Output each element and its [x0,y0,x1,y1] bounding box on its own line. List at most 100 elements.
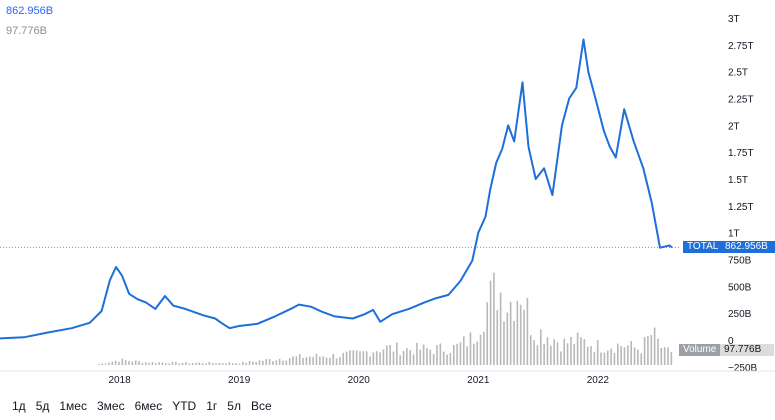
volume-bar [576,332,579,365]
volume-bar [412,354,415,365]
x-tick-label: 2020 [348,375,371,386]
volume-bar [231,363,234,365]
volume-bar [242,361,244,365]
volume-bar [553,339,555,365]
volume-bar [258,360,261,365]
volume-bar [399,355,401,365]
volume-bar [285,360,288,365]
range-3m-button[interactable]: 3мес [96,399,125,413]
volume-bar [660,347,663,365]
volume-bar [630,341,632,365]
volume-bar [298,354,301,365]
y-tick-label: 1.25T [728,202,754,213]
range-1d-button[interactable]: 1д [12,399,26,413]
y-tick-label: 1.5T [728,175,748,186]
range-ytd-button[interactable]: YTD [172,399,197,413]
volume-bar [248,360,251,365]
y-tick-label: 3T [728,14,740,25]
volume-bar [175,361,177,365]
volume-bar [235,363,237,365]
volume-bar [633,347,636,365]
volume-bar [583,339,586,365]
volume-bar [566,343,569,365]
volume-bar [560,351,562,365]
volume-bar [385,345,388,365]
volume-bar [389,344,391,365]
volume-bar [98,364,100,365]
range-6m-button[interactable]: 6мес [134,399,163,413]
y-tick-label: 1.75T [728,148,754,159]
volume-bar [409,349,412,365]
volume-bar [275,360,278,365]
volume-bar [419,349,422,365]
volume-bar [111,361,114,365]
volume-bar [449,352,452,365]
range-5y-button[interactable]: 5л [227,399,241,413]
volume-bar [108,362,110,365]
volume-bar [141,363,144,365]
volume-bar [523,309,525,365]
volume-bar [205,363,207,365]
volume-bar [211,362,214,365]
volume-bar [406,348,408,365]
x-tick-label: 2018 [108,375,131,386]
range-all-button[interactable]: Все [250,399,272,413]
range-1m-button[interactable]: 1мес [59,399,87,413]
volume-bar [606,350,609,365]
volume-bar [573,343,576,365]
volume-bar [396,342,398,365]
volume-bar [201,363,204,365]
volume-bar [563,338,566,365]
volume-bar [312,356,314,365]
volume-bar [416,342,418,365]
volume-bar [640,353,643,365]
volume-bar [101,363,103,365]
volume-bar [319,356,321,365]
volume-bar [218,362,221,365]
volume-bar [292,356,294,365]
volume-bar [345,351,348,365]
y-tick-label: 2.25T [728,95,754,106]
range-1y-button[interactable]: 1г [206,399,218,413]
volume-bar [342,352,345,365]
volume-bar [459,342,462,365]
volume-bar [365,351,368,365]
volume-bar [295,356,298,365]
volume-bar [369,356,371,365]
volume-series-tag: Volume [679,344,721,356]
y-tick-label: 0 [728,336,734,347]
volume-bar [580,337,582,365]
volume-bar [265,359,268,365]
volume-bar [272,361,274,365]
volume-bar [315,353,318,365]
volume-bar [603,352,606,365]
volume-bar [308,356,311,365]
volume-bar [493,272,495,365]
y-tick-label: 2T [728,121,740,132]
volume-bar [503,321,505,365]
range-toolbar: 1д 5д 1мес 3мес 6мес YTD 1г 5л Все [12,399,272,413]
volume-bar [138,361,140,365]
volume-bar [165,363,167,365]
volume-bar [436,345,438,365]
volume-bar [620,345,622,365]
y-tick-label: 2.5T [728,68,748,79]
volume-bar [329,357,331,365]
volume-bar [466,346,468,365]
volume-bar [476,341,478,365]
volume-bar [352,350,355,365]
volume-bar [526,298,529,365]
volume-bar [432,353,435,365]
volume-bar [426,348,428,365]
y-tick-label: 250B [728,309,752,320]
volume-bar [118,361,120,365]
volume-bar [653,327,656,365]
volume-bar [613,352,616,365]
volume-bar [382,349,385,365]
volume-bar [479,334,482,365]
range-5d-button[interactable]: 5д [35,399,50,413]
volume-bar [228,362,231,365]
volume-price-tag: 97.776B [720,344,774,356]
volume-bar [195,362,197,365]
